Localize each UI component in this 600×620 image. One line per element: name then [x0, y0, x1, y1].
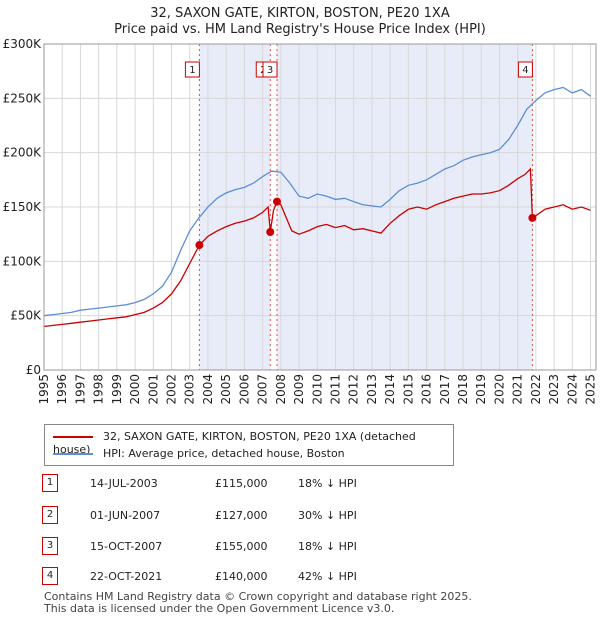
x-tick-label: 2003: [183, 374, 197, 405]
sale-price: £115,000: [215, 477, 268, 490]
sale-marker-box: [184, 61, 200, 78]
x-tick-label: 2025: [584, 374, 598, 405]
sale-point: [273, 197, 282, 206]
x-tick-label: 2007: [256, 374, 270, 405]
sale-marker-box: [517, 61, 533, 78]
x-tick-label: 2022: [529, 374, 543, 405]
chart-title: 32, SAXON GATE, KIRTON, BOSTON, PE20 1XA: [150, 6, 450, 21]
x-tick-label: 2006: [237, 374, 251, 405]
sale-marker-label: 3: [267, 65, 273, 76]
x-tick-label: 2004: [201, 374, 215, 405]
sale-row: 4 22-OCT-2021 £140,000 42% ↓ HPI: [40, 567, 460, 587]
sale-hpi-diff: 30% ↓ HPI: [298, 509, 357, 522]
sale-price: £155,000: [215, 540, 268, 553]
legend-label-property: 32, SAXON GATE, KIRTON, BOSTON, PE20 1XA…: [53, 430, 416, 456]
x-tick-label: 1998: [92, 374, 106, 405]
x-tick-label: 2017: [438, 374, 452, 405]
x-tick-label: 2009: [292, 374, 306, 405]
x-tick-label: 1999: [110, 374, 124, 405]
x-tick-label: 2016: [420, 374, 434, 405]
x-tick-label: 2024: [565, 374, 579, 405]
x-tick-label: 2019: [474, 374, 488, 405]
sale-number-badge: 2: [42, 506, 58, 524]
legend-item-property: 32, SAXON GATE, KIRTON, BOSTON, PE20 1XA…: [53, 430, 453, 456]
x-tick-label: 2021: [511, 374, 525, 405]
sale-point: [195, 241, 204, 250]
x-tick-label: 2018: [456, 374, 470, 405]
y-tick-label: £150K: [3, 200, 43, 214]
sale-point: [266, 227, 275, 236]
sale-marker-box: [262, 61, 278, 78]
plot-frame: [43, 43, 597, 371]
x-tick-label: 2020: [492, 374, 506, 405]
y-tick-label: £200K: [3, 146, 43, 160]
price-chart: 1234£0£50K£100K£150K£200K£250K£300K19951…: [3, 37, 598, 405]
legend-swatch-hpi: [53, 453, 93, 455]
x-tick-label: 1997: [73, 374, 87, 405]
footer: Contains HM Land Registry data © Crown c…: [44, 591, 472, 615]
y-tick-label: £300K: [3, 37, 43, 51]
sale-date: 22-OCT-2021: [90, 570, 163, 583]
legend-item-hpi: HPI: Average price, detached house, Bost…: [53, 447, 345, 460]
y-tick-label: £100K: [3, 254, 43, 268]
x-tick-label: 2002: [165, 374, 179, 405]
x-tick-label: 2012: [347, 374, 361, 405]
sale-point: [528, 213, 537, 222]
sale-hpi-diff: 18% ↓ HPI: [298, 477, 357, 490]
sale-number-badge: 1: [42, 474, 58, 492]
x-tick-label: 2013: [365, 374, 379, 405]
footer-line-2: This data is licensed under the Open Gov…: [44, 602, 395, 615]
x-tick-label: 2014: [383, 374, 397, 405]
x-tick-label: 2023: [547, 374, 561, 405]
x-tick-label: 2010: [310, 374, 324, 405]
legend-swatch-property: [53, 436, 93, 438]
x-tick-label: 2005: [219, 374, 233, 405]
sale-hpi-diff: 42% ↓ HPI: [298, 570, 357, 583]
y-tick-label: £250K: [3, 91, 43, 105]
x-tick-label: 2000: [128, 374, 142, 405]
x-tick-label: 2008: [274, 374, 288, 405]
chart-subtitle: Price paid vs. HM Land Registry's House …: [114, 22, 486, 37]
legend: 32, SAXON GATE, KIRTON, BOSTON, PE20 1XA…: [44, 424, 454, 466]
sale-row: 1 14-JUL-2003 £115,000 18% ↓ HPI: [40, 474, 460, 494]
footer-line-1: Contains HM Land Registry data © Crown c…: [44, 590, 472, 603]
sale-row: 2 01-JUN-2007 £127,000 30% ↓ HPI: [40, 506, 460, 526]
property-series-line: [43, 167, 591, 328]
sale-hpi-diff: 18% ↓ HPI: [298, 540, 357, 553]
sale-date: 14-JUL-2003: [90, 477, 158, 490]
x-tick-label: 1995: [37, 374, 51, 405]
y-tick-label: £0: [26, 363, 41, 377]
sale-number-badge: 4: [42, 567, 58, 585]
x-tick-label: 2001: [146, 374, 160, 405]
x-tick-label: 2015: [401, 374, 415, 405]
sale-number-badge: 3: [42, 537, 58, 555]
sale-date: 15-OCT-2007: [90, 540, 163, 553]
sale-price: £140,000: [215, 570, 268, 583]
sale-marker-label: 1: [189, 65, 195, 76]
hpi-series-line: [43, 86, 591, 317]
sale-price: £127,000: [215, 509, 268, 522]
sale-marker-label: 4: [522, 65, 528, 76]
sale-date: 01-JUN-2007: [90, 509, 161, 522]
y-tick-label: £50K: [10, 309, 42, 323]
x-tick-label: 2011: [328, 374, 342, 405]
x-tick-label: 1996: [55, 374, 69, 405]
sale-row: 3 15-OCT-2007 £155,000 18% ↓ HPI: [40, 537, 460, 557]
legend-label-hpi: HPI: Average price, detached house, Bost…: [103, 447, 345, 460]
